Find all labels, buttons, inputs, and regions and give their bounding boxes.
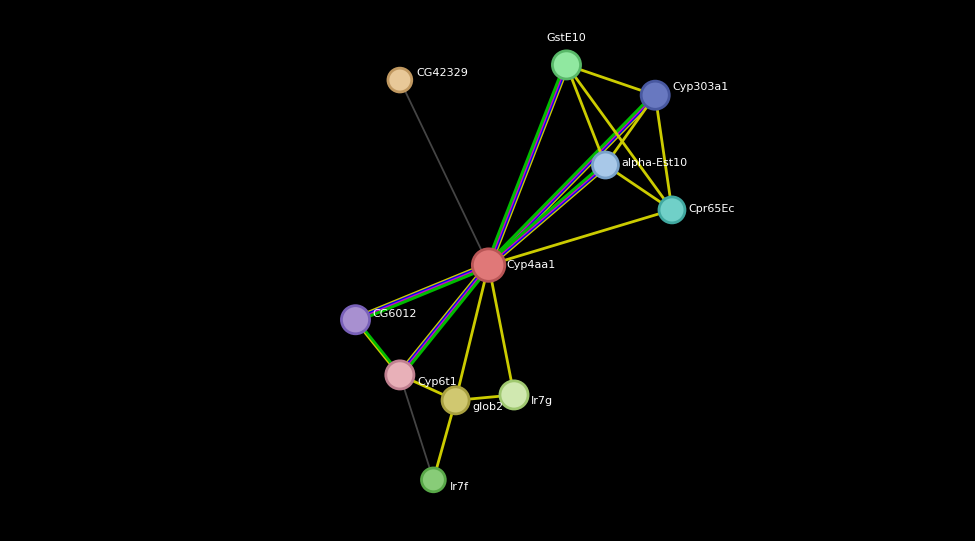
Text: Cyp6t1: Cyp6t1	[417, 377, 457, 387]
Circle shape	[421, 468, 446, 492]
Text: alpha-Est10: alpha-Est10	[622, 159, 687, 168]
Text: Ir7g: Ir7g	[530, 397, 553, 406]
Text: GstE10: GstE10	[547, 34, 586, 43]
Circle shape	[593, 152, 618, 178]
Circle shape	[553, 51, 580, 79]
Circle shape	[500, 381, 528, 409]
Text: CG6012: CG6012	[372, 309, 417, 319]
Text: CG42329: CG42329	[416, 68, 468, 78]
Text: Cpr65Ec: Cpr65Ec	[688, 204, 735, 214]
Circle shape	[386, 361, 414, 389]
Text: Cyp4aa1: Cyp4aa1	[506, 260, 556, 270]
Circle shape	[659, 197, 685, 223]
Circle shape	[442, 387, 469, 414]
Circle shape	[472, 249, 505, 281]
Text: Ir7f: Ir7f	[449, 482, 469, 492]
Text: Cyp303a1: Cyp303a1	[673, 82, 728, 91]
Circle shape	[341, 306, 370, 334]
Text: glob2: glob2	[472, 402, 503, 412]
Circle shape	[388, 68, 411, 92]
Circle shape	[642, 81, 669, 109]
